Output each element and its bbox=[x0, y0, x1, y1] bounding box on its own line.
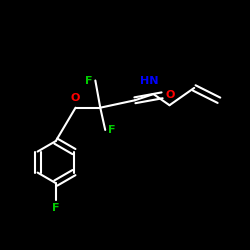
Text: HN: HN bbox=[140, 76, 159, 86]
Text: O: O bbox=[71, 93, 80, 103]
Text: O: O bbox=[166, 90, 175, 100]
Text: F: F bbox=[85, 76, 93, 86]
Text: F: F bbox=[108, 125, 115, 135]
Text: F: F bbox=[52, 203, 60, 213]
